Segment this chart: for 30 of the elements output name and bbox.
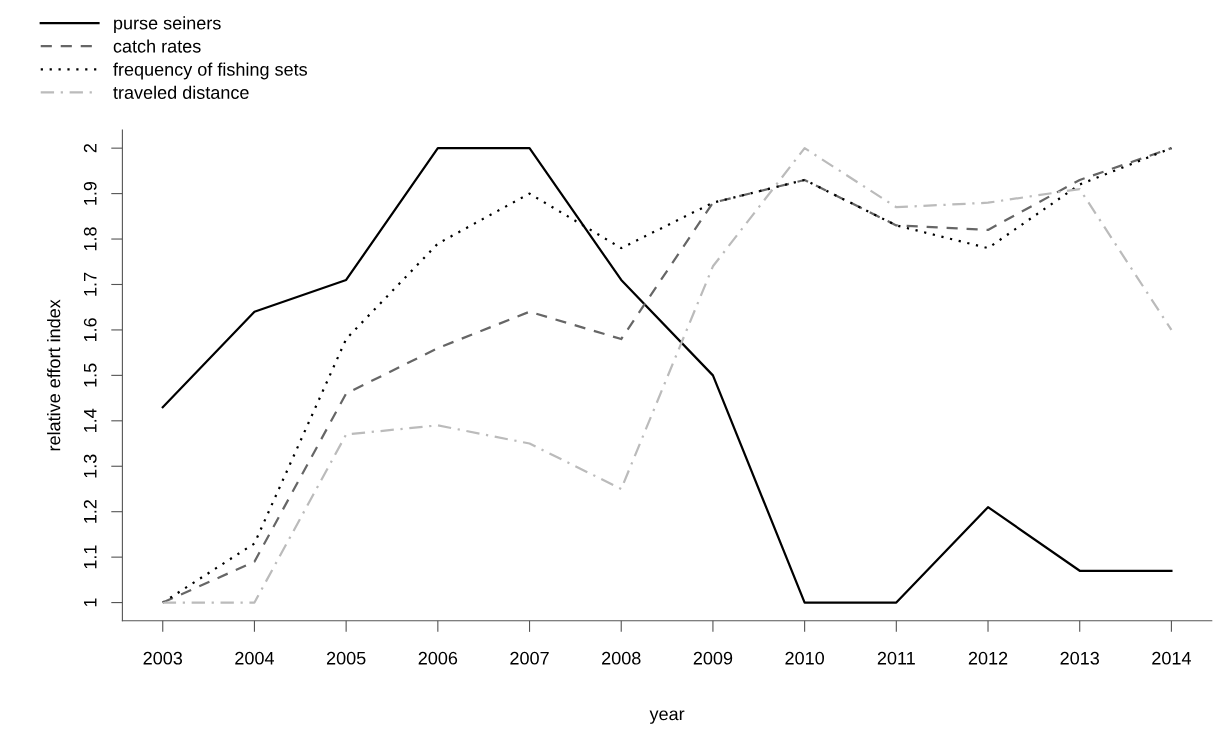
legend-label: frequency of fishing sets [113, 62, 308, 80]
x-tick-label: 2007 [510, 651, 549, 665]
x-tick-label: 2005 [326, 651, 366, 665]
x-tick-label: 2014 [1152, 651, 1191, 665]
y-tick-label: 2 [83, 144, 97, 153]
x-tick-label: 2013 [1060, 651, 1100, 665]
y-tick-label: 1.8 [83, 227, 97, 251]
x-tick-label: 2010 [785, 651, 824, 665]
y-axis-title: relative effort index [47, 299, 61, 451]
x-tick-label: 2012 [968, 651, 1008, 665]
line-series [161, 147, 1173, 604]
y-tick-label: 1.9 [83, 181, 97, 205]
y-tick-label: 1.1 [84, 545, 97, 569]
x-tick-label: 2008 [602, 651, 641, 665]
x-tick-label: 2006 [418, 651, 458, 665]
x-tick-label: 2009 [693, 651, 733, 665]
y-tick-label: 1.7 [84, 272, 97, 296]
x-tick-label: 2011 [877, 651, 915, 665]
y-tick-label: 1.5 [84, 363, 97, 387]
y-tick-label: 1.2 [83, 500, 97, 523]
y-tick-label: 1.6 [83, 318, 97, 342]
legend-label: traveled distance [113, 85, 249, 99]
y-tick-label: 1 [84, 598, 97, 607]
legend-label: catch rates [113, 39, 201, 53]
y-tick-label: 1.3 [83, 454, 97, 478]
x-axis-title: year [649, 710, 685, 724]
legend-label: purse seiners [114, 16, 221, 34]
x-tick-label: 2003 [143, 651, 183, 665]
y-tick-label: 1.4 [84, 408, 97, 432]
x-tick-label: 2004 [235, 651, 274, 665]
